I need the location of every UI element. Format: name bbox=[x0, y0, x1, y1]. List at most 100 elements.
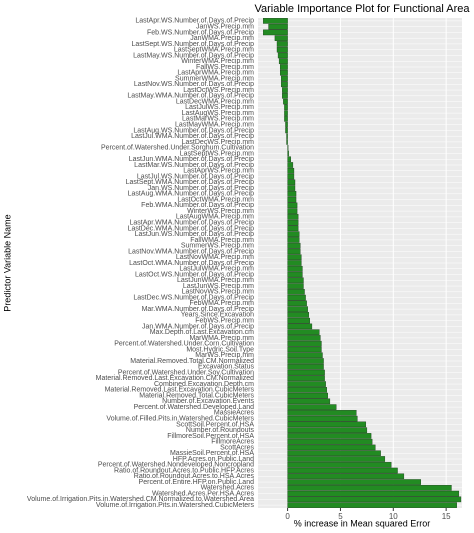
bar bbox=[287, 346, 322, 353]
bar bbox=[268, 23, 288, 30]
y-tick-label: LastNov.WMA.Number.of.Days.of.Precip bbox=[128, 248, 254, 255]
y-tick-label: LastSeptWMA.Precip.mm bbox=[174, 47, 254, 54]
bar bbox=[287, 473, 405, 480]
bar bbox=[286, 139, 288, 145]
bar bbox=[287, 185, 296, 191]
y-tick-label: Max.Depth.of.Last.Excavation.cm bbox=[150, 329, 254, 336]
y-tick-label: LastMarWS.Precip.mm bbox=[182, 116, 254, 123]
y-tick-label: LastMar.WS.Number.of.Days.of.Precip bbox=[134, 162, 254, 169]
y-tick-label: Number.of.Excavation.Events bbox=[162, 398, 254, 405]
bar bbox=[287, 219, 299, 226]
bar bbox=[282, 93, 288, 99]
y-tick-label: MassieAcres bbox=[214, 410, 255, 417]
y-tick-label: LastNovWMA.Precip.mm bbox=[176, 254, 254, 261]
bar bbox=[287, 358, 324, 364]
bar bbox=[276, 46, 288, 53]
y-tick-label: MarWS.Precip.mm bbox=[195, 352, 254, 359]
bar bbox=[287, 363, 324, 370]
bar bbox=[287, 214, 299, 220]
bar bbox=[281, 75, 288, 82]
y-tick-label: Percent.of.Watershed.Nondeveloped.Noncro… bbox=[98, 462, 254, 469]
bar bbox=[287, 438, 373, 445]
bar bbox=[287, 191, 297, 197]
y-tick-label: Combined.Excavation.Depth.cm bbox=[154, 381, 254, 388]
y-tick-label: Percent.of.Watershed.Under.Soy.Cultivati… bbox=[118, 369, 254, 376]
y-tick-label: Jan.WMA.Number.of.Days.of.Precip bbox=[142, 323, 254, 330]
bar bbox=[287, 485, 452, 491]
y-tick-label: SummerWMA.Precip.mm bbox=[175, 75, 254, 82]
bar bbox=[285, 121, 288, 128]
bar bbox=[287, 490, 460, 497]
bar bbox=[279, 69, 288, 76]
y-tick-label: MarWMA.Precip.mm bbox=[189, 335, 254, 342]
bar bbox=[279, 64, 288, 70]
bar bbox=[287, 196, 297, 203]
bar bbox=[282, 87, 288, 93]
bar bbox=[287, 231, 300, 237]
x-tick-label: 15 bbox=[442, 512, 451, 521]
y-tick-label: Feb.WMA.Number.of.Days.of.Precip bbox=[141, 202, 254, 209]
y-tick-label: LastMay.WS.Number.of.Days.of.Precip bbox=[133, 52, 254, 59]
y-tick-label: ScottSoil.Percent.of.HSA bbox=[176, 421, 254, 428]
bar bbox=[287, 387, 327, 393]
bar bbox=[287, 254, 302, 261]
bar bbox=[287, 237, 300, 243]
bar bbox=[287, 300, 307, 307]
y-tick-label: WinterWMA.Precip.mm bbox=[181, 58, 254, 65]
bar bbox=[287, 433, 372, 439]
bar bbox=[287, 283, 304, 289]
y-tick-label: LastJun.WMA.Number.of.Days.of.Precip bbox=[129, 156, 254, 163]
y-tick-label: Watershed.Acres bbox=[201, 485, 255, 492]
y-tick-label: Jan.WS.Number.of.Days.of.Precip bbox=[148, 185, 254, 192]
y-tick-label: Number.of.Roundouts bbox=[186, 427, 255, 434]
y-tick-label: LastMayWMA.Precip.mm bbox=[175, 121, 254, 128]
bar bbox=[287, 404, 337, 410]
chart-title: Variable Importance Plot for Functional … bbox=[254, 3, 470, 15]
y-tick-label: FillmoreSoil.Percent.of.HSA bbox=[167, 433, 254, 440]
y-tick-label: LastAprWS.Precip.mm bbox=[183, 168, 254, 175]
y-tick-label: Percent.of.Watershed.Under.Corn.Cultivat… bbox=[114, 341, 254, 348]
y-tick-label: LastAug.WS.Number.of.Days.of.Precip bbox=[133, 127, 254, 134]
bar bbox=[287, 248, 301, 255]
y-tick-label: LastJulWS.Precip.mm bbox=[185, 104, 254, 111]
bar bbox=[284, 110, 288, 116]
y-tick-label: LastOctWMA.Precip.mm bbox=[177, 196, 254, 203]
bar bbox=[287, 156, 291, 163]
y-tick-label: Feb.WS.Number.of.Days.of.Precip bbox=[147, 29, 254, 36]
bar bbox=[287, 312, 309, 318]
y-tick-label: LastDecWS.Precip.mm bbox=[182, 139, 255, 146]
bar bbox=[278, 58, 288, 65]
y-tick-label: LastAugWS.Precip.mm bbox=[182, 110, 255, 117]
y-tick-label: LastJun.WS.Number.of.Days.of.Precip bbox=[135, 231, 255, 238]
bar bbox=[287, 427, 368, 433]
y-tick-label: SummerWS.Precip.mm bbox=[181, 243, 254, 250]
y-tick-label: LastSept.WMA.Number.of.Days.of.Precip bbox=[126, 179, 254, 186]
y-tick-label: LastDecWMA.Precip.mm bbox=[176, 98, 254, 105]
bar bbox=[287, 421, 367, 428]
bar bbox=[285, 127, 288, 134]
bar bbox=[287, 271, 303, 278]
bar bbox=[287, 162, 294, 168]
bar bbox=[287, 306, 308, 312]
bar bbox=[287, 144, 289, 151]
y-tick-label: Percent.of.Watershed.Developed.Land bbox=[134, 404, 254, 411]
y-tick-label: LastApr.WS.Number.of.Days.of.Precip bbox=[135, 18, 254, 25]
y-tick-label: LastDec.WS.Number.of.Days.of.Precip bbox=[133, 294, 254, 301]
bar bbox=[287, 335, 321, 341]
bar bbox=[287, 323, 313, 330]
bar bbox=[287, 450, 381, 457]
y-tick-label: LastApr.WMA.Number.of.Days.of.Precip bbox=[130, 219, 255, 226]
y-tick-label: LastJulWMA.Precip.mm bbox=[179, 266, 254, 273]
x-tick-label: 5 bbox=[338, 512, 343, 521]
y-tick-label: FallWMA.Precip.mm bbox=[190, 237, 254, 244]
x-tick-label: 10 bbox=[389, 512, 398, 521]
y-tick-label: FallWS.Precip.mm bbox=[196, 64, 254, 71]
bar bbox=[287, 242, 301, 249]
y-tick-label: Watershed.Acres.Per.HSA.Acres bbox=[152, 490, 255, 497]
bar bbox=[287, 392, 328, 399]
bar bbox=[287, 352, 323, 359]
y-tick-label: JanWMA.Precip.mm bbox=[190, 35, 254, 42]
y-tick-label: LastNovWS.Precip.mm bbox=[182, 289, 255, 296]
y-tick-label: MassieSoil.Percent.of.HSA bbox=[170, 450, 254, 457]
